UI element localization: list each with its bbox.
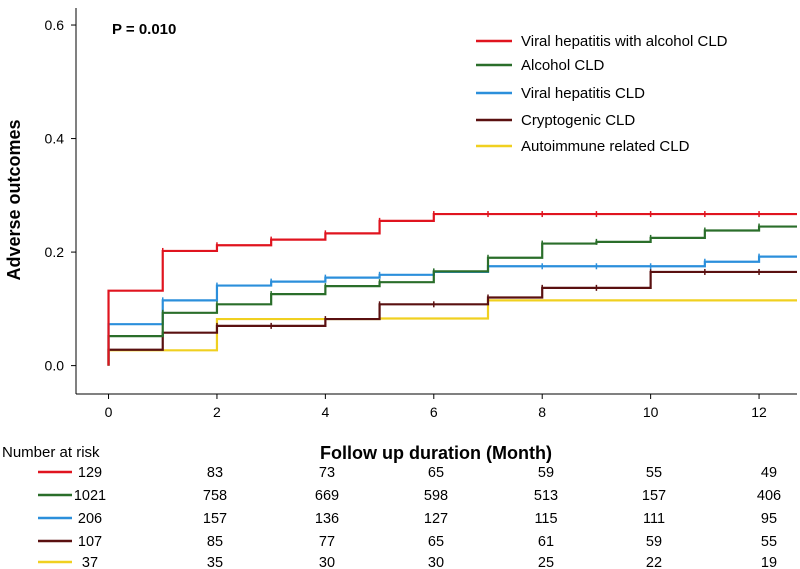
p-value-annotation: P = 0.010 (112, 21, 176, 38)
risk-value: 85 (207, 534, 223, 550)
risk-value: 77 (319, 534, 335, 550)
risk-value: 1021 (74, 488, 106, 504)
x-tick-label: 8 (538, 404, 546, 420)
risk-value: 115 (534, 511, 557, 527)
y-axis-label: Adverse outcomes (4, 119, 24, 280)
risk-value: 206 (78, 511, 102, 527)
risk-value: 406 (757, 488, 781, 504)
y-tick-label: 0.4 (45, 131, 65, 147)
risk-value: 129 (78, 465, 102, 481)
risk-value: 30 (428, 555, 444, 569)
risk-value: 55 (761, 534, 777, 550)
risk-value: 49 (761, 465, 777, 481)
risk-value: 19 (761, 555, 777, 569)
x-tick-label: 0 (105, 404, 113, 420)
risk-value: 83 (207, 465, 223, 481)
risk-value: 157 (203, 511, 227, 527)
legend-label: Autoimmune related CLD (521, 138, 690, 155)
risk-value: 65 (428, 534, 444, 550)
risk-value: 111 (643, 511, 665, 527)
x-tick-label: 4 (321, 404, 329, 420)
risk-value: 598 (424, 488, 448, 504)
y-tick-label: 0.2 (45, 244, 65, 260)
risk-value: 22 (646, 555, 662, 569)
risk-value: 669 (315, 488, 339, 504)
x-tick-label: 10 (643, 404, 659, 420)
risk-value: 95 (761, 511, 777, 527)
plot-frame: 0.0 0.2 0.4 0.6 0 2 4 6 8 10 12 (45, 8, 797, 420)
series-line-2 (107, 225, 797, 366)
risk-value: 136 (315, 511, 339, 527)
risk-table-title: Number at risk (2, 444, 100, 461)
legend-label: Cryptogenic CLD (521, 112, 635, 129)
series-lines (107, 211, 797, 366)
risk-value: 59 (538, 465, 554, 481)
risk-value: 37 (82, 555, 98, 569)
series-line-1 (107, 212, 797, 366)
risk-value: 59 (646, 534, 662, 550)
risk-value: 25 (538, 555, 554, 569)
risk-value: 107 (78, 534, 102, 550)
risk-value: 55 (646, 465, 662, 481)
risk-value: 127 (424, 511, 448, 527)
risk-value: 157 (642, 488, 666, 504)
risk-value: 35 (207, 555, 223, 569)
risk-value: 30 (319, 555, 335, 569)
y-tick-label: 0.0 (45, 358, 65, 374)
x-tick-label: 12 (751, 404, 767, 420)
risk-value: 61 (538, 534, 554, 550)
risk-value: 513 (534, 488, 558, 504)
legend: Viral hepatitis with alcohol CLD Alcohol … (476, 33, 728, 155)
x-axis-label: Follow up duration (Month) (320, 443, 552, 463)
risk-value: 73 (319, 465, 335, 481)
legend-label: Alcohol CLD (521, 57, 605, 74)
risk-value: 758 (203, 488, 227, 504)
legend-label: Viral hepatitis with alcohol CLD (521, 33, 728, 50)
risk-value: 65 (428, 465, 444, 481)
series-line-4 (107, 270, 797, 366)
x-tick-label: 2 (213, 404, 221, 420)
legend-label: Viral hepatitis CLD (521, 85, 645, 102)
x-tick-label: 6 (430, 404, 438, 420)
y-tick-label: 0.6 (45, 17, 65, 33)
risk-table: 129 83 73 65 59 55 49 1021 758 669 598 513 157 406 206… (38, 465, 781, 569)
